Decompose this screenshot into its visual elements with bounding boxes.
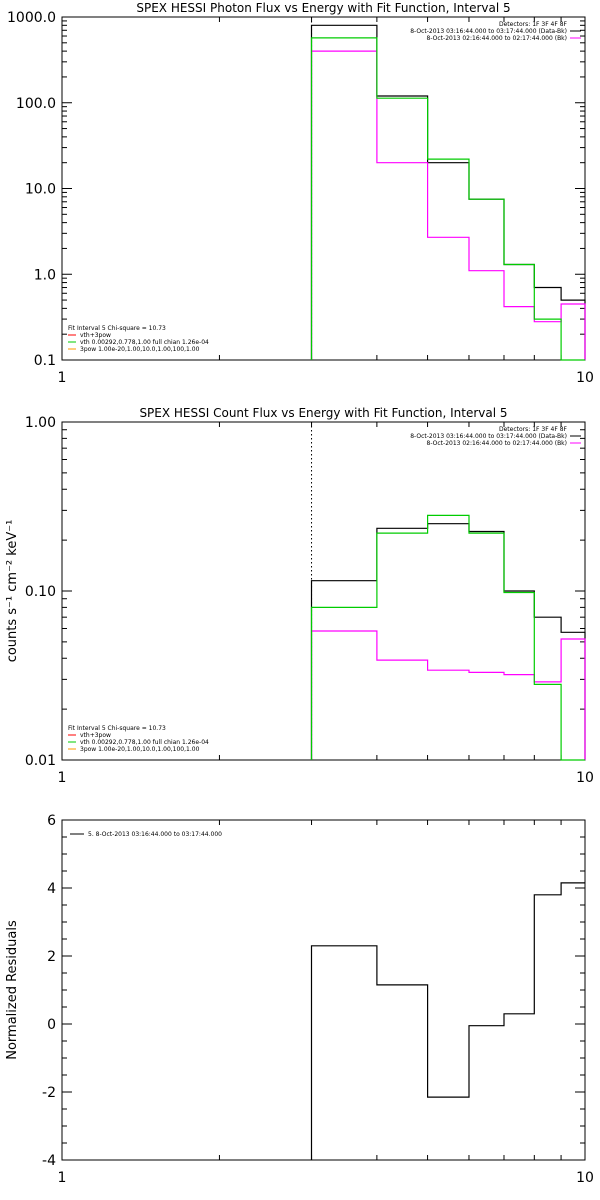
x-tick-label: 1 (58, 370, 67, 386)
legend-top-entry: 8-Oct-2013 02:16:44.000 to 02:17:44.000 … (427, 35, 568, 42)
legend-top-entry: 8-Oct-2013 02:16:44.000 to 02:17:44.000 … (427, 440, 568, 447)
y-tick-label: -2 (42, 1085, 56, 1101)
y-axis-label: counts s⁻¹ cm⁻² keV⁻¹ (5, 520, 20, 663)
x-tick-label: 10 (576, 370, 594, 386)
legend-bottom-entry: vth+3pow (80, 332, 111, 339)
y-tick-label: 0.10 (25, 584, 56, 600)
legend-bottom-entry: vth+3pow (80, 732, 111, 739)
y-tick-label: 6 (47, 813, 56, 829)
y-tick-label: 1000.0 (7, 10, 56, 26)
series-residuals (310, 882, 585, 1160)
y-tick-label: 1.0 (34, 267, 56, 283)
legend-top-entry: Detectors: 1F 3F 4F 8F (499, 426, 568, 433)
legend-bottom-entry: vth 0.00292,0.778,1.00 full chian 1.26e-… (80, 339, 209, 346)
x-tick-label: 10 (576, 770, 594, 786)
chart-title: SPEX HESSI Photon Flux vs Energy with Fi… (136, 1, 510, 15)
legend-top-entry: 8-Oct-2013 03:16:44.000 to 03:17:44.000 … (410, 28, 567, 35)
series-fit (310, 514, 585, 761)
y-tick-label: 100.0 (16, 96, 56, 112)
y-tick-label: 0.01 (25, 753, 56, 769)
y-tick-label: 4 (47, 881, 56, 897)
legend-bottom-entry: 3pow 1.00e-20,1.00,10.0,1.00,100,1.00 (80, 346, 200, 353)
x-tick-label: 1 (58, 770, 67, 786)
legend-top-entry: 8-Oct-2013 03:16:44.000 to 03:17:44.000 … (410, 433, 567, 440)
y-tick-label: -4 (42, 1153, 56, 1169)
plot-frame (61, 16, 586, 361)
legend-bottom-entry: vth 0.00292,0.778,1.00 full chian 1.26e-… (80, 739, 209, 746)
plot-frame (61, 819, 586, 1161)
legend-top-entry: 5. 8-Oct-2013 03:16:44.000 to 03:17:44.0… (88, 831, 222, 838)
y-tick-label: 2 (47, 949, 56, 965)
panel-2: 1 10 1.00 0.10 0.01 SPEX HESSI Count Flux vs … (5, 406, 594, 786)
legend-bottom-entry: Fit Interval 5 Chi-square = 10.73 (68, 725, 166, 732)
y-tick-label: 1.00 (25, 415, 56, 431)
series-background (310, 630, 586, 760)
legend-top-entry: Detectors: 1F 3F 4F 8F (499, 21, 568, 28)
y-tick-label: 10.0 (25, 182, 56, 198)
y-tick-label: 0 (47, 1017, 56, 1033)
series-data (310, 523, 586, 760)
series-fit (310, 37, 585, 361)
x-tick-label: 10 (576, 1170, 594, 1186)
y-axis-label: Normalized Residuals (5, 920, 20, 1060)
y-tick-label: 0.1 (34, 353, 56, 369)
chart-title: SPEX HESSI Count Flux vs Energy with Fit… (139, 406, 507, 420)
x-tick-label: 1 (58, 1170, 67, 1186)
series-data (310, 24, 586, 360)
series-background (310, 50, 586, 360)
legend-bottom-entry: Fit Interval 5 Chi-square = 10.73 (68, 325, 166, 332)
legend-bottom-entry: 3pow 1.00e-20,1.00,10.0,1.00,100,1.00 (80, 746, 200, 753)
panel-3: 1 10 6 4 2 0 -2 -4 Normalized Residuals 5. 8-Oct-… (5, 813, 594, 1186)
panel-1: 1 10 1000.0 100.0 10.0 1.0 0.1 SPEX HESSI Photo… (7, 1, 594, 386)
